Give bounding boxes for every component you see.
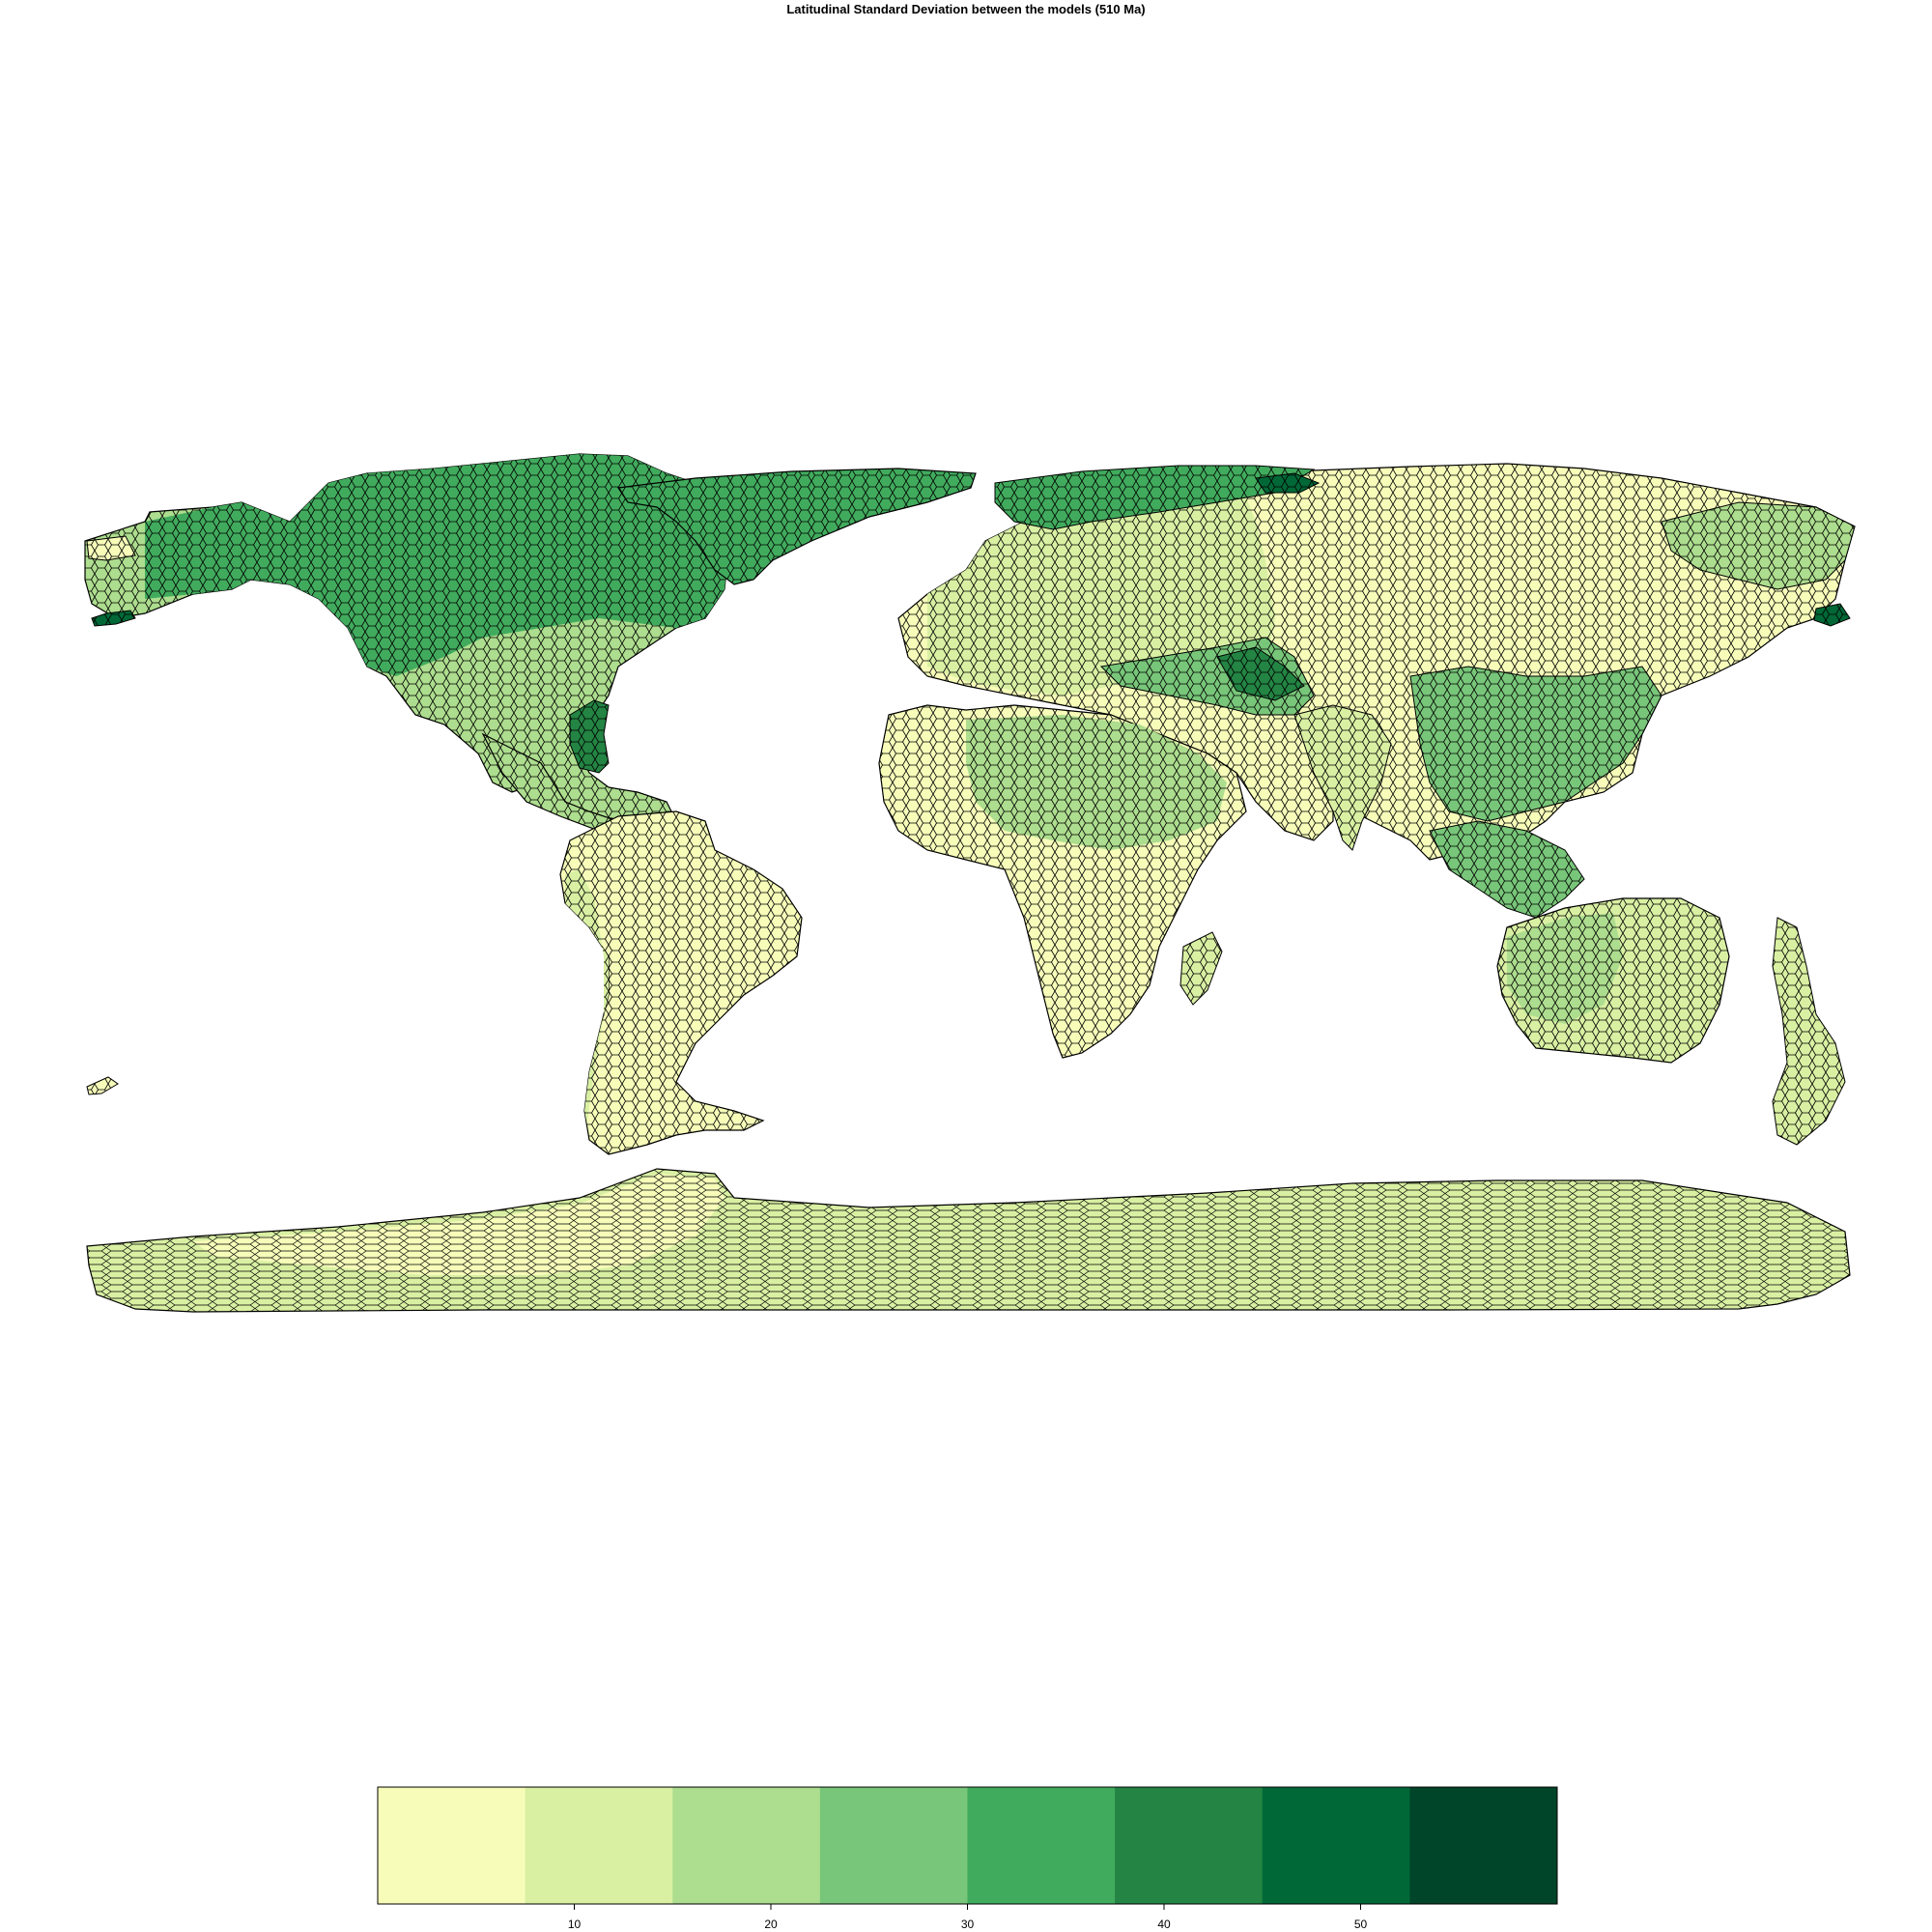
india-peninsula: [1293, 704, 1392, 851]
legend-bin: [967, 1787, 1116, 1904]
scandinavia-russia-arctic: [994, 465, 1316, 530]
siberia-dark-patch: [1255, 472, 1321, 494]
antarctica-landmass: [86, 1168, 1851, 1313]
legend-color-bins: [378, 1787, 1558, 1904]
legend-tick-label: 10: [568, 1918, 582, 1931]
central-africa-green-zone: [966, 715, 1227, 850]
legend-tick-label: 20: [764, 1918, 778, 1931]
caspian-dark-patch: [1216, 646, 1305, 701]
greenland-landmass: [616, 468, 977, 585]
hexagon-grid-map: [84, 453, 1856, 1313]
legend-bin: [1262, 1787, 1410, 1904]
legend-bin: [525, 1787, 673, 1904]
canada-arctic-band: [145, 454, 729, 676]
east-asia-green-zone: [1409, 666, 1662, 822]
legend-tick-label: 40: [1157, 1918, 1171, 1931]
europe-green-band: [927, 473, 1275, 696]
map-title: Latitudinal Standard Deviation between t…: [786, 2, 1146, 16]
legend-bin: [672, 1787, 821, 1904]
alaska-pale-patch: [86, 535, 136, 561]
legend-bin: [1409, 1787, 1558, 1904]
legend-bin: [819, 1787, 968, 1904]
andes-west-edge: [565, 869, 609, 1145]
east-island-chain: [1772, 917, 1846, 1146]
kamchatka-dark-patch: [1813, 603, 1851, 627]
australasia-region: [1429, 820, 1846, 1146]
australia-west-green-zone: [1507, 913, 1623, 1024]
legend-ticks: 10 20 30 40 50: [568, 1904, 1368, 1931]
south-america-region: [559, 810, 803, 1155]
alaska-dark-patch: [91, 610, 136, 627]
southeast-asia-islands: [1429, 820, 1585, 919]
far-east-green-zone: [1661, 501, 1856, 590]
eurasia-region: [897, 463, 1856, 861]
antarctica-region: [86, 1168, 1851, 1313]
legend-bin: [1115, 1787, 1264, 1904]
antarctica-west-pale-zone: [193, 1174, 724, 1275]
gulf-coast-dark-patch: [569, 699, 610, 774]
north-america-region: [84, 453, 977, 851]
madagascar-island: [1179, 931, 1223, 1006]
legend-bin: [378, 1787, 526, 1904]
legend-tick-label: 30: [961, 1918, 975, 1931]
legend-tick-label: 50: [1354, 1918, 1368, 1931]
small-southern-island: [86, 1076, 119, 1095]
africa-region: [878, 704, 1247, 1059]
